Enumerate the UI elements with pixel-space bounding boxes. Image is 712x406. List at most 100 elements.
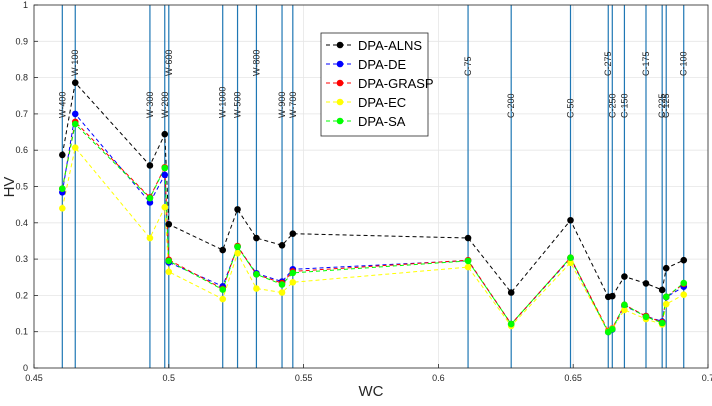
point-dpa-sa — [219, 286, 227, 293]
y-tick-label: 0.2 — [15, 290, 28, 300]
marker-labels-layer: W-400 W-100 W-300 W-200 W-600 W-1000 W-500 W-80… — [57, 50, 688, 118]
point-dpa-alns — [219, 246, 227, 254]
marker-label-c-100: C-100 — [679, 51, 689, 76]
legend-label-dpa-sa: DPA-SA — [358, 114, 406, 129]
point-dpa-sa — [161, 164, 169, 172]
point-dpa-alns — [621, 273, 628, 280]
legend-marker-dpa-alns — [336, 41, 344, 49]
point-dpa-ec — [567, 259, 574, 267]
point-dpa-alns — [161, 130, 169, 138]
marker-label-w-100: W-100 — [70, 50, 80, 76]
point-dpa-ec — [464, 263, 472, 271]
series-line-dpa-sa — [61, 123, 685, 333]
x-tick-label: 0.5 — [163, 373, 176, 383]
y-tick-label: 0 — [23, 363, 28, 373]
marker-label-w-400: W-400 — [57, 92, 67, 118]
y-axis-title: HV — [1, 177, 18, 198]
legend-label-dpa-ec: DPA-EC — [358, 95, 406, 110]
series-line-dpa-grasp — [61, 120, 684, 332]
marker-label-w-600: W-600 — [164, 50, 174, 76]
point-dpa-de — [71, 110, 79, 118]
point-dpa-sa — [146, 194, 154, 202]
point-dpa-sa — [680, 279, 688, 287]
y-tick-label: 0.5 — [15, 182, 28, 192]
point-dpa-ec — [146, 234, 154, 242]
marker-label-c-75: C-75 — [463, 56, 473, 76]
point-dpa-sa — [464, 257, 472, 265]
point-dpa-sa — [642, 313, 650, 321]
marker-label-w-1000: W-1000 — [218, 87, 228, 118]
marker-lines-layer — [61, 5, 685, 368]
y-tick-label: 0.3 — [15, 254, 28, 264]
legend-label-dpa-alns: DPA-ALNS — [358, 38, 422, 53]
y-tick-label: 0.7 — [15, 109, 28, 119]
point-dpa-sa — [165, 257, 173, 265]
point-dpa-ec — [621, 306, 628, 314]
y-tick-label: 1 — [23, 0, 28, 10]
x-tick-label: 0.7 — [702, 373, 712, 383]
legend-marker-dpa-grasp — [336, 79, 344, 87]
legend-label-dpa-de: DPA-DE — [358, 57, 406, 72]
legend-marker-dpa-sa — [336, 117, 344, 125]
marker-label-w-800: W-800 — [251, 50, 261, 76]
x-tick-label: 0.45 — [25, 373, 43, 383]
point-dpa-sa — [278, 281, 286, 288]
point-dpa-alns — [146, 162, 154, 169]
point-dpa-alns — [59, 151, 66, 159]
point-dpa-sa — [658, 319, 666, 327]
point-dpa-alns — [507, 289, 515, 296]
point-dpa-alns — [464, 234, 472, 242]
marker-label-c-200: C-200 — [506, 93, 516, 118]
point-dpa-ec — [234, 249, 241, 257]
marker-label-w-700: W-700 — [288, 92, 298, 118]
y-tick-label: 0.8 — [15, 73, 28, 83]
series-line-dpa-alns — [61, 81, 684, 298]
point-dpa-sa — [234, 243, 241, 251]
point-dpa-de — [161, 171, 169, 179]
x-tick-label: 0.55 — [295, 373, 313, 383]
point-dpa-ec — [165, 268, 173, 276]
point-dpa-alns — [253, 234, 260, 242]
y-tick-label: 0.9 — [15, 36, 28, 46]
tick-layer: 0 0.1 0.2 0.3 0.4 0.5 0.6 0.7 0.8 0.9 1 0.45 0.5 0.55… — [15, 0, 712, 383]
point-dpa-ec — [253, 285, 260, 292]
y-tick-label: 0.6 — [15, 145, 28, 155]
point-dpa-ec — [680, 291, 688, 298]
marker-label-c-275: C-275 — [603, 51, 613, 76]
marker-label-c-150: C-150 — [619, 93, 629, 118]
marker-label-w-900: W-900 — [277, 92, 287, 118]
point-dpa-alns — [608, 292, 616, 300]
point-dpa-alns — [278, 242, 286, 249]
legend-marker-dpa-de — [336, 60, 344, 68]
marker-label-c-50: C-50 — [566, 98, 576, 118]
series-layer — [59, 79, 688, 336]
point-dpa-sa — [507, 320, 515, 328]
marker-label-w-300: W-300 — [145, 92, 155, 118]
point-dpa-sa — [608, 325, 616, 333]
y-tick-label: 0.1 — [15, 327, 28, 337]
point-dpa-ec — [219, 295, 227, 303]
marker-label-c-175: C-175 — [641, 51, 651, 76]
point-dpa-alns — [642, 280, 650, 287]
marker-label-w-500: W-500 — [233, 92, 243, 118]
point-dpa-alns — [662, 264, 670, 272]
point-dpa-alns — [289, 230, 297, 237]
y-tick-label: 0.4 — [15, 218, 28, 228]
point-dpa-alns — [71, 79, 79, 86]
point-dpa-ec — [662, 300, 670, 308]
x-tick-label: 0.65 — [564, 373, 582, 383]
point-dpa-sa — [59, 185, 66, 192]
marker-label-c-225: C-225 — [657, 93, 667, 118]
legend-label-dpa-grasp: DPA-GRASP — [358, 76, 434, 91]
point-dpa-alns — [680, 256, 688, 264]
point-dpa-sa — [621, 301, 628, 309]
point-dpa-sa — [662, 293, 670, 301]
point-dpa-ec — [161, 203, 169, 211]
marker-label-c-125: C-125 — [661, 93, 671, 118]
point-dpa-alns — [165, 220, 173, 228]
point-dpa-alns — [658, 286, 666, 294]
x-tick-label: 0.6 — [432, 373, 445, 383]
point-dpa-sa — [567, 254, 574, 261]
